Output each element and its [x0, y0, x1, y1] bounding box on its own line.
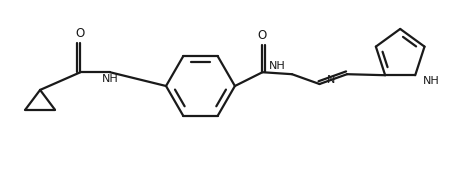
Text: N: N — [327, 75, 335, 85]
Text: O: O — [76, 27, 85, 40]
Text: O: O — [258, 29, 267, 42]
Text: NH: NH — [269, 61, 286, 71]
Text: NH: NH — [102, 74, 118, 84]
Text: NH: NH — [423, 76, 440, 86]
